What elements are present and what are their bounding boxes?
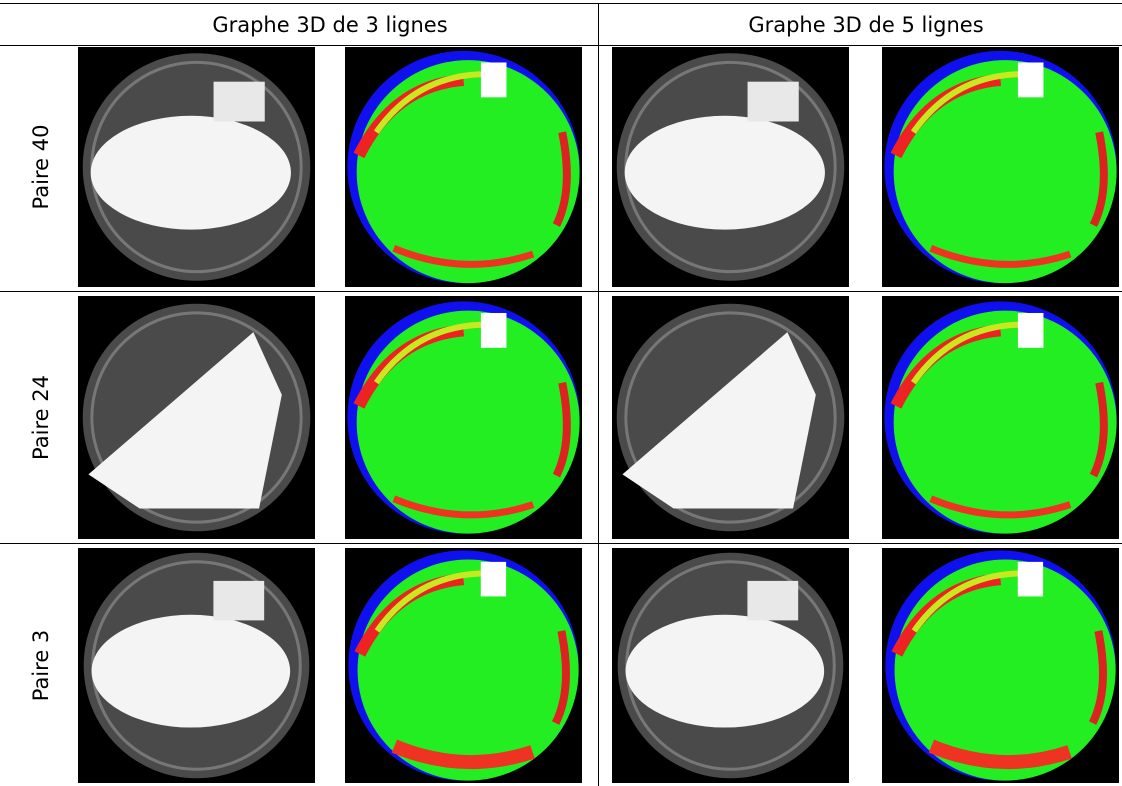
bright-region bbox=[90, 115, 291, 230]
white-patch bbox=[1017, 62, 1044, 98]
image-grid: Paire 40 Paire 24 Paire 3 bbox=[29, 47, 1119, 783]
bright-patch bbox=[213, 81, 265, 122]
red-band bbox=[551, 630, 570, 725]
image-cell bbox=[78, 296, 315, 539]
image-cell bbox=[612, 548, 849, 783]
yellow-band bbox=[373, 71, 487, 134]
image-cell bbox=[612, 296, 849, 539]
image-cell bbox=[882, 548, 1119, 783]
bright-region bbox=[625, 614, 825, 728]
white-patch bbox=[1017, 561, 1044, 597]
green-disc bbox=[893, 60, 1117, 284]
red-band bbox=[1089, 381, 1108, 478]
row-label: Paire 3 bbox=[29, 630, 53, 702]
image-cell bbox=[78, 548, 315, 783]
image-cell bbox=[78, 47, 315, 287]
green-disc bbox=[894, 559, 1116, 781]
green-disc bbox=[356, 60, 580, 284]
bright-region bbox=[624, 115, 825, 230]
green-disc bbox=[356, 310, 580, 534]
red-band bbox=[1089, 131, 1108, 227]
bright-patch bbox=[747, 81, 799, 122]
image-cell bbox=[345, 296, 582, 539]
red-band bbox=[552, 381, 571, 478]
row-label: Paire 40 bbox=[29, 125, 53, 210]
fisheye-ring bbox=[624, 311, 837, 524]
column-header: Graphe 3D de 3 lignes bbox=[212, 13, 447, 37]
red-band bbox=[928, 739, 1072, 770]
green-disc bbox=[893, 310, 1117, 534]
bright-region bbox=[622, 332, 816, 509]
column-header: Graphe 3D de 5 lignes bbox=[748, 13, 983, 37]
red-band bbox=[391, 739, 535, 770]
white-patch bbox=[480, 62, 507, 98]
bright-patch bbox=[213, 580, 265, 621]
red-band bbox=[392, 495, 535, 519]
yellow-band bbox=[373, 321, 487, 385]
red-band bbox=[929, 495, 1072, 519]
image-cell bbox=[882, 296, 1119, 539]
image-cell bbox=[345, 47, 582, 287]
fisheye-ring bbox=[90, 311, 303, 524]
yellow-band bbox=[374, 570, 487, 633]
red-band bbox=[929, 245, 1072, 268]
bright-region bbox=[88, 332, 282, 509]
white-patch bbox=[1017, 312, 1044, 348]
yellow-band bbox=[911, 570, 1024, 633]
green-disc bbox=[357, 559, 579, 781]
bright-region bbox=[91, 614, 291, 728]
bright-patch bbox=[747, 580, 799, 621]
yellow-band bbox=[910, 71, 1024, 134]
image-cell bbox=[612, 47, 849, 287]
white-patch bbox=[480, 561, 507, 597]
image-cell bbox=[882, 47, 1119, 287]
red-band bbox=[552, 131, 571, 227]
row-label: Paire 24 bbox=[29, 375, 53, 460]
image-cell bbox=[345, 548, 582, 783]
white-patch bbox=[480, 312, 507, 348]
yellow-band bbox=[910, 321, 1024, 385]
red-band bbox=[1088, 630, 1107, 725]
red-band bbox=[392, 245, 535, 268]
